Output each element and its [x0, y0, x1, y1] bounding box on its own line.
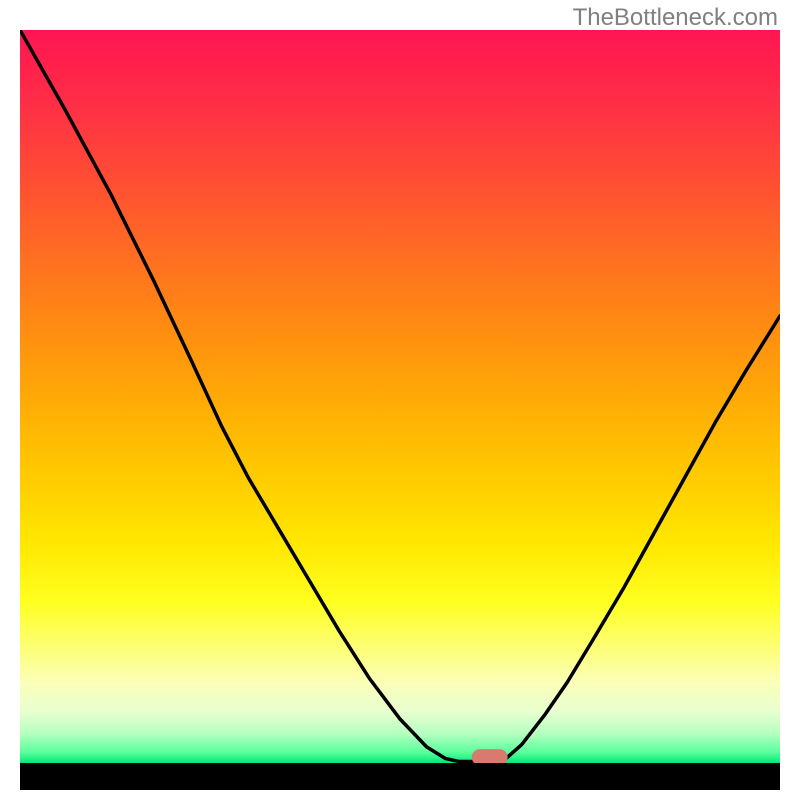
plot-area: [20, 30, 780, 763]
watermark-text: TheBottleneck.com: [573, 4, 778, 32]
optimal-marker: [472, 749, 508, 763]
gradient-background: [20, 30, 780, 763]
chart-container: TheBottleneck.com: [0, 0, 800, 800]
plot-svg: [20, 30, 780, 763]
chart-frame: [20, 30, 780, 790]
